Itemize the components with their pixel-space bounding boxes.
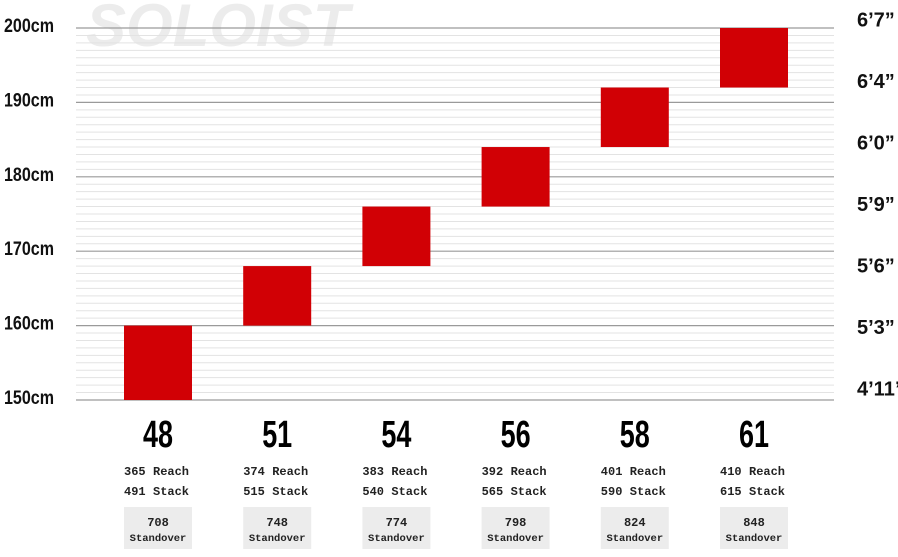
standover-value: 798	[505, 516, 527, 530]
right-axis-feet-inches: 4’11” 5’3” 5’6” 5’9” 6’0” 6’4” 6’7”	[857, 9, 898, 400]
size-column: 58 401 Reach 590 Stack 824 Standover	[600, 414, 669, 549]
size-range-bar	[243, 266, 312, 326]
soloist-watermark: SOLOIST	[86, 0, 354, 59]
y-tick-label-ft-in: 6’0”	[857, 132, 895, 154]
y-tick-label-ft-in: 5’9”	[857, 194, 895, 216]
size-bars	[124, 28, 788, 400]
stack-label: Stack	[391, 485, 427, 499]
stack-label: Stack	[511, 485, 547, 499]
standover-label: Standover	[606, 533, 663, 545]
y-tick-label-cm: 150cm	[4, 388, 54, 409]
standover-box	[124, 507, 192, 549]
stack-label: Stack	[749, 485, 785, 499]
standover-label: Standover	[726, 533, 783, 545]
reach-value: 392	[482, 465, 504, 479]
reach-value: 365	[124, 465, 146, 479]
stack-label: Stack	[272, 485, 308, 499]
size-range-bar	[362, 206, 431, 267]
size-column: 61 410 Reach 615 Stack 848 Standover	[720, 414, 788, 549]
frame-size-label: 51	[262, 414, 292, 456]
y-tick-label-ft-in: 4’11”	[857, 378, 898, 400]
frame-size-label: 58	[620, 414, 650, 456]
stack-value: 590	[601, 485, 623, 499]
y-tick-label-cm: 200cm	[4, 16, 54, 37]
standover-box	[362, 507, 431, 549]
standover-box	[600, 507, 669, 549]
standover-label: Standover	[368, 533, 425, 545]
standover-value: 848	[743, 516, 765, 530]
reach-label: Reach	[153, 465, 189, 479]
y-tick-label-cm: 180cm	[4, 165, 54, 186]
standover-value: 748	[266, 516, 288, 530]
stack-value: 515	[243, 485, 265, 499]
stack-label: Stack	[630, 485, 666, 499]
stack-value: 540	[362, 485, 384, 499]
left-axis-cm: 150cm 160cm 170cm 180cm 190cm 200cm	[4, 16, 54, 409]
size-range-bar	[124, 325, 192, 400]
reach-value: 383	[362, 465, 384, 479]
frame-size-label: 61	[739, 414, 769, 456]
standover-value: 708	[147, 516, 169, 530]
standover-label: Standover	[130, 533, 187, 545]
reach-label: Reach	[511, 465, 547, 479]
y-tick-label-ft-in: 5’3”	[857, 317, 895, 339]
y-tick-label-cm: 190cm	[4, 90, 54, 111]
frame-size-label: 56	[501, 414, 531, 456]
reach-label: Reach	[272, 465, 308, 479]
y-tick-label-ft-in: 5’6”	[857, 255, 895, 277]
standover-value: 824	[624, 516, 646, 530]
size-column: 51 374 Reach 515 Stack 748 Standover	[243, 414, 312, 549]
reach-value: 410	[720, 465, 742, 479]
standover-label: Standover	[249, 533, 306, 545]
stack-label: Stack	[153, 485, 189, 499]
stack-value: 491	[124, 485, 146, 499]
frame-size-columns: 48 365 Reach 491 Stack 708 Standover 51 374 Reach…	[124, 414, 788, 549]
stack-value: 615	[720, 485, 742, 499]
reach-label: Reach	[749, 465, 785, 479]
standover-box	[720, 507, 788, 549]
size-range-bar	[481, 147, 550, 207]
size-column: 54 383 Reach 540 Stack 774 Standover	[362, 414, 431, 549]
size-column: 56 392 Reach 565 Stack 798 Standover	[481, 414, 550, 549]
size-range-bar	[600, 87, 669, 148]
y-tick-label-cm: 160cm	[4, 314, 54, 335]
y-tick-label-ft-in: 6’7”	[857, 9, 895, 31]
frame-size-label: 48	[143, 414, 173, 456]
y-tick-label-ft-in: 6’4”	[857, 71, 895, 93]
size-range-bar	[720, 28, 788, 88]
stack-value: 565	[482, 485, 504, 499]
standover-label: Standover	[487, 533, 544, 545]
reach-label: Reach	[630, 465, 666, 479]
y-tick-label-cm: 170cm	[4, 239, 54, 260]
reach-value: 374	[243, 465, 265, 479]
reach-value: 401	[601, 465, 623, 479]
grid-lines	[76, 27, 834, 401]
standover-box	[481, 507, 550, 549]
standover-value: 774	[386, 516, 408, 530]
standover-box	[243, 507, 312, 549]
reach-label: Reach	[391, 465, 427, 479]
size-column: 48 365 Reach 491 Stack 708 Standover	[124, 414, 192, 549]
frame-size-label: 54	[381, 414, 411, 456]
